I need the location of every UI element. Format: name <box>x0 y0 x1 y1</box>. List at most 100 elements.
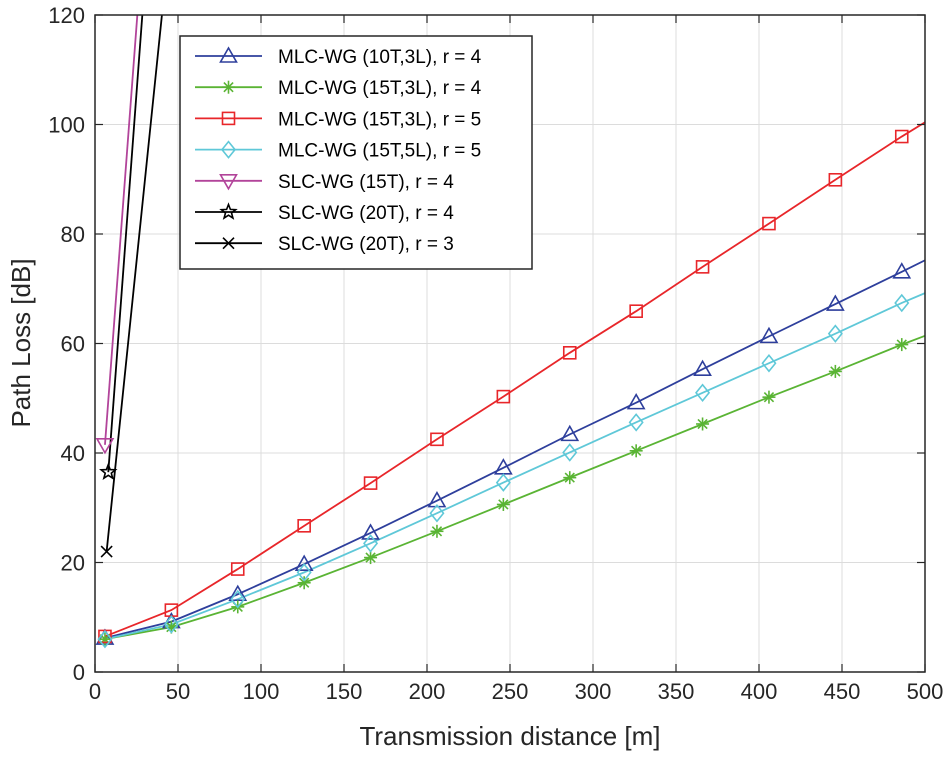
series-2-point <box>364 551 378 565</box>
series-4-point <box>363 534 379 553</box>
series-2-point <box>563 471 577 485</box>
y-tick-label: 120 <box>48 3 85 28</box>
series-1-point <box>892 262 912 279</box>
x-tick-label: 250 <box>492 679 529 704</box>
series-4-point <box>495 473 511 492</box>
y-tick-label: 20 <box>61 551 85 576</box>
legend-swatch-marker <box>219 202 238 220</box>
series-4-point <box>97 629 113 649</box>
series-2-point <box>496 497 510 511</box>
series-2-point <box>98 632 112 646</box>
legend-swatch-marker <box>222 80 235 94</box>
series-4-point <box>894 293 910 313</box>
series-1-point <box>361 523 380 540</box>
series-line-6 <box>107 15 144 473</box>
series-4-point <box>296 563 312 582</box>
legend-swatch-marker <box>219 46 238 63</box>
y-tick-label: 100 <box>48 113 85 138</box>
legend-box <box>179 35 533 270</box>
series-4-point <box>562 443 578 462</box>
y-tick-label: 0 <box>73 660 85 685</box>
series-3-point <box>363 476 378 490</box>
legend-swatch-marker <box>222 237 235 250</box>
series-2-point <box>430 524 444 538</box>
legend-label: MLC-WG (15T,3L), r = 5 <box>278 109 481 130</box>
legend-label: SLC-WG (15T), r = 4 <box>278 172 454 193</box>
legend-label: SLC-WG (20T), r = 4 <box>278 203 454 224</box>
x-tick-label: 400 <box>741 679 778 704</box>
legend-entry: SLC-WG (15T), r = 4 <box>195 172 454 193</box>
x-axis-title: Transmission distance [m] <box>359 721 660 751</box>
x-tick-label: 300 <box>575 679 612 704</box>
series-3-point <box>828 172 843 187</box>
legend-label: SLC-WG (20T), r = 3 <box>278 234 454 255</box>
ticks <box>94 14 926 673</box>
series-4-point <box>163 615 179 634</box>
legend-entry: SLC-WG (20T), r = 4 <box>195 202 454 224</box>
legend-swatch-marker <box>219 174 238 191</box>
y-tick-label: 80 <box>61 222 85 247</box>
series-2-point <box>895 338 909 352</box>
series-4-point <box>761 353 777 373</box>
series-line-4 <box>104 292 925 641</box>
series-1-point <box>560 424 580 442</box>
series-2-point <box>629 444 643 458</box>
series-line-5 <box>104 15 139 445</box>
series-4-point <box>628 413 644 432</box>
series-3-point <box>695 260 710 274</box>
y-tick-label: 60 <box>61 332 85 357</box>
series-4-point <box>827 324 843 343</box>
tick-labels: 0 50 100 150 200 250 300 350 400 450 500 0 20 40 60 80 1… <box>48 3 943 704</box>
series-4-point <box>695 383 711 403</box>
series-3-point <box>762 216 776 231</box>
series-7-point <box>100 545 113 558</box>
legend-label: MLC-WG (10T,3L), r = 4 <box>278 47 482 68</box>
legend-swatch-marker <box>221 111 236 126</box>
x-tick-label: 200 <box>409 679 446 704</box>
series-line-1 <box>104 259 925 639</box>
series-3-point <box>430 432 444 447</box>
x-tick-label: 50 <box>166 679 190 704</box>
series-2-point <box>696 417 710 431</box>
series-1-point <box>759 326 779 344</box>
series-line-7 <box>105 15 163 552</box>
x-tick-label: 350 <box>658 679 695 704</box>
series-3-point <box>297 519 311 533</box>
series-line-2 <box>104 334 925 641</box>
series-3-point <box>629 304 643 318</box>
legend-label: MLC-WG (15T,3L), r = 4 <box>278 78 482 99</box>
series-1-point <box>228 584 248 602</box>
series-4-point <box>230 589 246 609</box>
legend-entry: MLC-WG (15T,5L), r = 5 <box>195 140 481 162</box>
legend-label: MLC-WG (15T,5L), r = 5 <box>278 141 481 162</box>
series-1-point <box>693 359 712 377</box>
series-2-point <box>762 390 776 404</box>
series-1-point <box>294 554 314 571</box>
series-1-point <box>427 491 447 508</box>
series-2-point <box>828 364 842 378</box>
series-line-3 <box>104 121 925 638</box>
legend-entry: MLC-WG (15T,3L), r = 4 <box>195 78 482 99</box>
series-3-point <box>894 129 909 144</box>
y-tick-label: 40 <box>61 441 85 466</box>
x-tick-label: 0 <box>89 679 101 704</box>
legend-entry: MLC-WG (15T,3L), r = 5 <box>195 109 481 130</box>
markers-layer <box>95 129 912 649</box>
x-tick-label: 450 <box>824 679 861 704</box>
legend-entry: SLC-WG (20T), r = 3 <box>195 234 454 255</box>
series-1-point <box>626 393 646 410</box>
x-tick-label: 150 <box>326 679 363 704</box>
series-layer <box>104 15 925 641</box>
series-1-point <box>825 294 845 311</box>
series-3-point <box>230 562 245 576</box>
x-tick-label: 500 <box>907 679 944 704</box>
series-2-point <box>297 576 311 590</box>
series-4-point <box>429 503 445 523</box>
series-3-point <box>496 389 511 404</box>
legend-swatch-marker <box>220 140 237 159</box>
legend: MLC-WG (10T,3L), r = 4 MLC-WG (15T,3L), r… <box>179 35 533 270</box>
series-5-point <box>95 437 115 455</box>
legend-entry: MLC-WG (10T,3L), r = 4 <box>195 46 482 68</box>
x-tick-label: 100 <box>243 679 280 704</box>
